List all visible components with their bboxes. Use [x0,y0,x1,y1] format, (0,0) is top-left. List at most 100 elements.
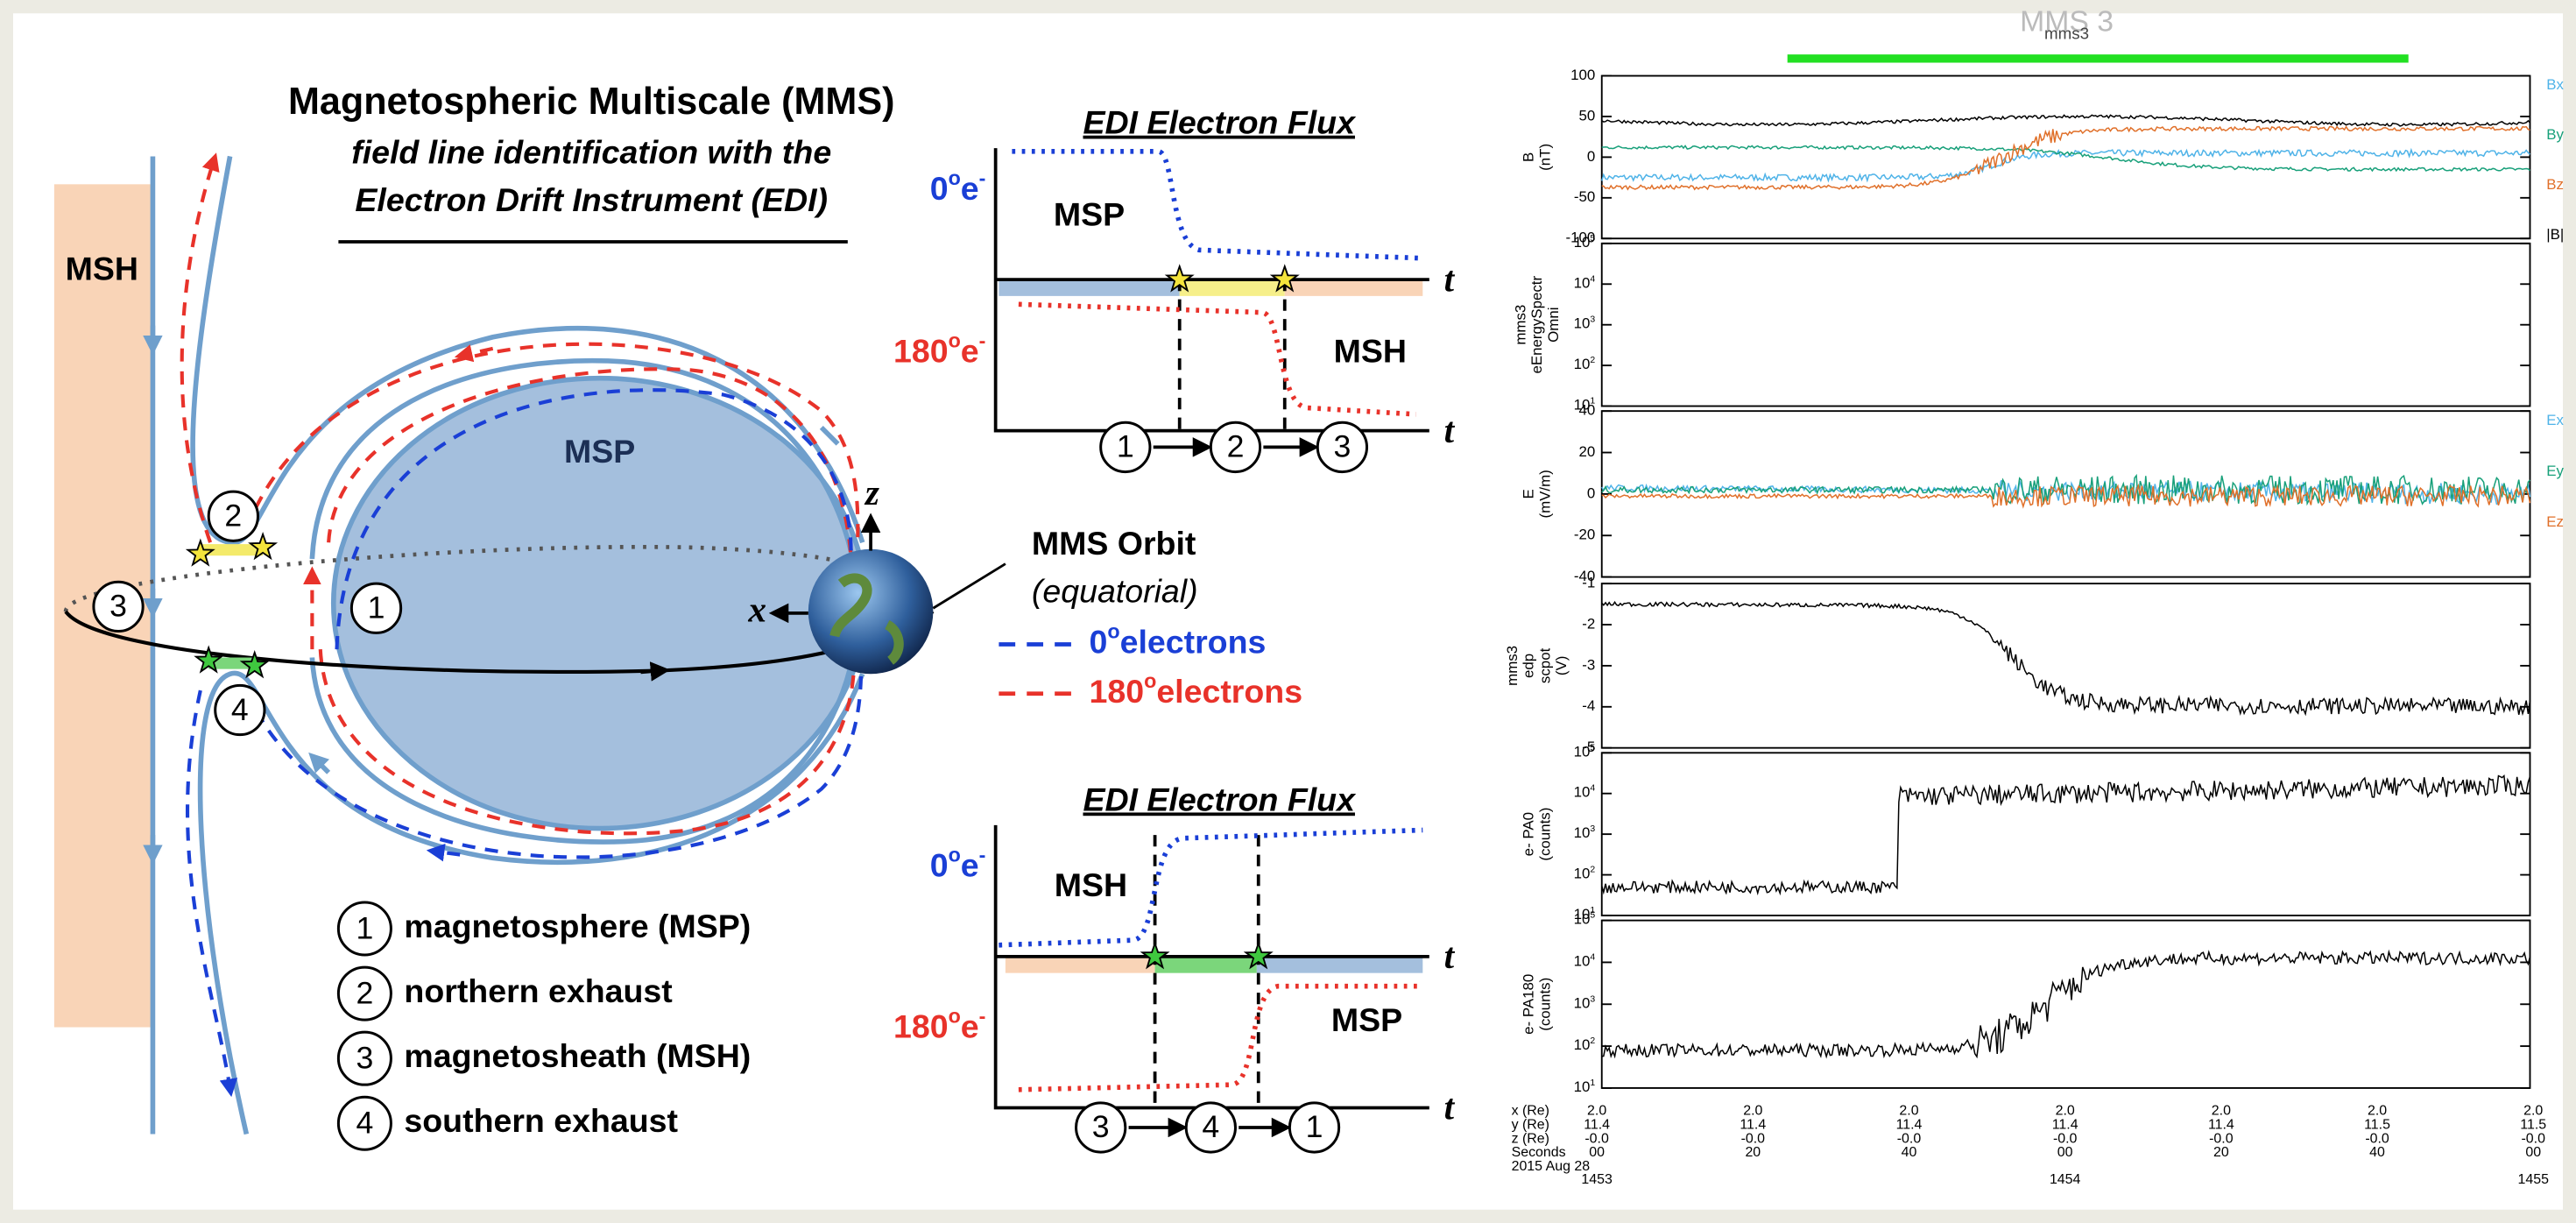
legend-entry-part: electrons [1120,623,1267,660]
plot-title: MMS 3 [2020,4,2114,38]
tick-label-part: 10 [1574,234,1591,251]
trace [1601,473,2531,506]
legend-entry-part: electrons [1156,673,1302,710]
ephem-value: 2.0 [1587,1103,1606,1118]
tick-label-part: 10 [1574,315,1591,332]
tick-label: -100 [1565,230,1595,246]
trace [1601,147,2530,183]
marker-number: 4 [231,692,249,727]
tick-label: -2 [1582,615,1595,632]
ephem-value: 2.0 [1743,1103,1762,1118]
marker-number: 1 [1117,429,1134,464]
region-entry: magnetosheath (MSH) [404,1037,751,1074]
marker-number: 3 [356,1040,373,1075]
flux-row-label-part: o [949,844,961,866]
flux-row-label-part: - [979,1005,986,1028]
ephem-value: 11.4 [1584,1117,1610,1132]
y-label: (counts) [1536,808,1553,861]
flux-region: MSH [1055,866,1127,903]
flux-band [1154,956,1257,973]
star [1243,941,1274,970]
marker-circle [1099,421,1152,474]
trace [1601,483,2531,509]
z-label: z [864,472,879,513]
region-entry: magnetosphere (MSP) [404,908,751,944]
marker-circle [336,1030,392,1086]
orbit-title: MMS Orbit [1032,525,1196,562]
marker-number: 2 [1227,429,1245,464]
ephem-label: y (Re) [1512,1117,1549,1132]
ephem-value: -0.0 [2209,1131,2234,1146]
flux-row-label-part: o [949,1005,961,1028]
ephem-value: 40 [2369,1145,2385,1160]
flux-title: EDI Electron Flux [1083,104,1357,141]
field-line [309,648,857,845]
ephem-value: -0.0 [1741,1131,1766,1146]
blue-path [244,657,864,859]
tick-label: 105 [1574,234,1596,251]
trace [1601,145,2530,173]
marker-number: 3 [109,589,127,624]
flux-region: MSP [1331,1001,1402,1038]
flux-axes [993,148,1429,433]
tick-label-part: 5 [1590,744,1595,753]
ephem-value: 11.5 [2520,1117,2546,1132]
ephem-value: 2.0 [2212,1103,2231,1118]
tick-label-part: 10 [1574,397,1591,414]
legend-entry: 0oelectrons [1090,620,1267,661]
trace [1601,125,2530,191]
tick-label-part: 10 [1574,1037,1591,1054]
tick-label: 103 [1574,824,1596,841]
marker-number: 2 [356,975,373,1010]
ephem-value: 00 [2525,1145,2541,1160]
ephem-value: 11.4 [1896,1117,1923,1132]
tick-label: -40 [1574,568,1595,584]
msh-label: MSH [66,251,138,287]
flux-row-label-part: - [979,844,986,866]
tick-label-part: 10 [1574,866,1591,882]
ephem-label: z (Re) [1512,1131,1549,1146]
tick-label-part: 10 [1574,953,1591,970]
title: Magnetospheric Multiscale (MMS) [288,81,895,123]
star [248,531,279,561]
legend-label: Ey [2546,463,2564,479]
marker-circle [1209,421,1262,474]
flux-row-label-part: - [979,329,986,352]
tick-label: -20 [1574,527,1595,543]
marker-number: 1 [368,590,385,626]
ephem-label: x (Re) [1512,1103,1549,1118]
y-label: B [1521,152,1537,162]
ephem-value: 11.5 [2364,1117,2390,1132]
ephem-value: 11.4 [2208,1117,2234,1132]
legend-entry: 180oelectrons [1090,669,1303,710]
tick-label-part: 1 [1590,1078,1595,1088]
trace [1601,949,2531,1059]
ephem-value: -0.0 [2053,1131,2078,1146]
ephem-value: 40 [1902,1145,1917,1160]
tick-label-part: 2 [1590,866,1595,875]
marker-circle [214,683,266,737]
blue-arrow [426,843,461,862]
interval-bar [1787,54,2409,63]
region-entry: southern exhaust [404,1102,678,1139]
marker-number: 1 [356,910,373,945]
y-label: (V) [1553,656,1570,676]
ephem-value: 11.4 [1740,1117,1766,1132]
star [185,538,215,567]
legend-label: Ez [2546,513,2564,530]
marker-circle [336,965,392,1022]
field-line [197,670,865,1135]
tick-label-part: 10 [1574,911,1591,928]
flux-row-label-part: 0 [930,847,949,884]
flux-band [1005,956,1155,973]
y-label: (counts) [1536,978,1553,1031]
ephem-value: -0.0 [2521,1131,2545,1146]
tick-label-part: 10 [1574,825,1591,842]
marker-circle [1075,1101,1127,1154]
ephem-value: 11.4 [2052,1117,2078,1132]
marker-circle [336,1095,392,1151]
tick-label: 100 [1570,67,1595,83]
flux-row-label-part: 0 [930,170,949,207]
marker-circle [207,490,259,542]
flux-0 [1012,149,1423,261]
